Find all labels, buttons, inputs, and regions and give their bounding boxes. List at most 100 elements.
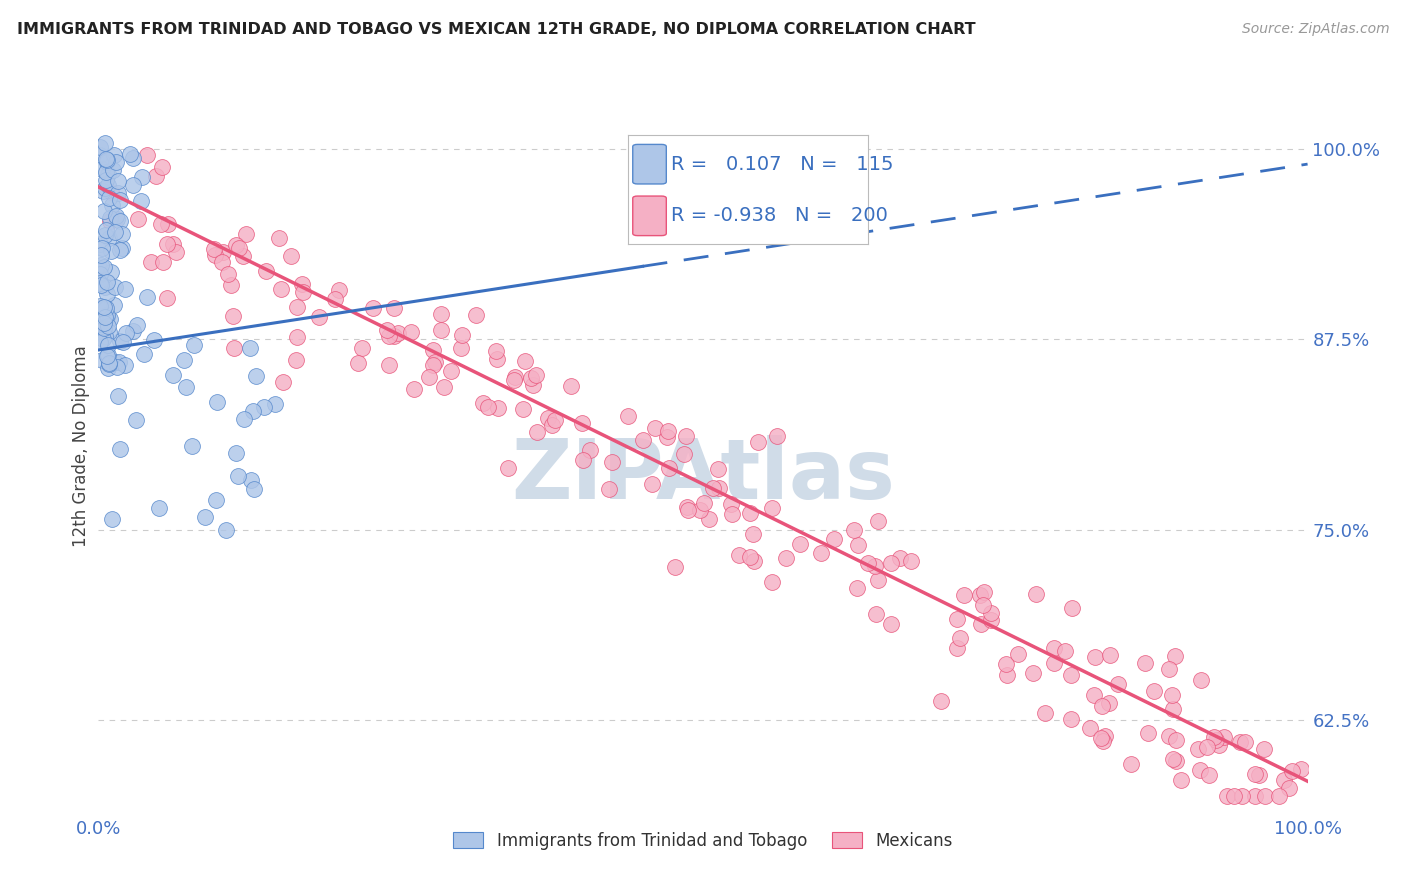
Point (541, 418, 564, 433)
Point (1243, 766, 1265, 780)
Point (846, 581, 869, 595)
Point (97, 167, 120, 181)
Point (103, 148, 125, 162)
Point (430, 323, 453, 337)
Point (291, 277, 314, 292)
Point (131, 169, 153, 184)
Point (970, 617, 993, 632)
Point (202, 242, 225, 256)
Point (94, 328, 117, 343)
Point (973, 585, 995, 599)
Point (1097, 696, 1119, 710)
Point (450, 341, 472, 355)
Point (205, 394, 228, 409)
Point (96, 153, 118, 167)
Point (98, 325, 121, 339)
Point (865, 559, 887, 574)
Point (571, 416, 593, 430)
Point (430, 306, 453, 320)
Point (96, 165, 118, 179)
Point (105, 360, 128, 375)
Point (212, 245, 235, 260)
Point (97, 231, 120, 245)
Point (1208, 739, 1230, 753)
Point (856, 557, 879, 571)
Point (1007, 648, 1029, 662)
Point (122, 178, 145, 193)
Point (1133, 656, 1156, 670)
Point (308, 310, 330, 325)
Point (89, 277, 111, 291)
Point (742, 526, 765, 541)
Point (1083, 689, 1105, 703)
Point (1254, 789, 1277, 804)
Point (91, 332, 114, 346)
Point (96, 155, 118, 169)
Point (89, 147, 111, 161)
Point (1187, 742, 1209, 756)
Point (110, 193, 132, 207)
Point (90, 352, 112, 367)
Point (96, 276, 118, 290)
Point (742, 554, 765, 568)
Point (142, 333, 165, 347)
Point (1078, 722, 1101, 736)
Point (121, 151, 143, 165)
Point (707, 462, 730, 476)
Point (761, 574, 783, 589)
Point (1216, 789, 1239, 804)
Point (399, 325, 422, 339)
Point (673, 447, 696, 461)
Point (93, 227, 115, 242)
Point (578, 443, 600, 458)
Point (270, 282, 292, 296)
Point (107, 389, 129, 403)
Text: ZIPAtlas: ZIPAtlas (510, 434, 896, 516)
Point (631, 433, 654, 447)
Point (1213, 731, 1236, 745)
Point (225, 446, 247, 460)
Point (125, 413, 148, 427)
Point (972, 598, 994, 612)
Point (96, 223, 118, 237)
Point (174, 379, 197, 393)
Point (97, 318, 120, 333)
Point (94, 136, 117, 150)
Point (740, 549, 762, 564)
Point (658, 461, 681, 475)
Point (127, 212, 149, 227)
Point (1107, 677, 1129, 691)
Text: IMMIGRANTS FROM TRINIDAD AND TOBAGO VS MEXICAN 12TH GRADE, NO DIPLOMA CORRELATIO: IMMIGRANTS FROM TRINIDAD AND TOBAGO VS M… (17, 22, 976, 37)
Point (104, 212, 127, 227)
Point (1205, 732, 1227, 747)
Point (89, 324, 111, 338)
Point (823, 532, 845, 546)
Point (156, 236, 179, 251)
Point (93, 300, 115, 314)
Point (641, 477, 664, 491)
Point (156, 217, 179, 231)
Point (94, 280, 117, 294)
Point (285, 300, 308, 314)
Point (655, 430, 678, 444)
Point (524, 368, 547, 382)
Point (243, 482, 266, 496)
Point (350, 341, 373, 355)
Point (720, 497, 742, 511)
Point (239, 474, 262, 488)
Point (775, 551, 797, 566)
Point (180, 439, 202, 453)
Text: Source: ZipAtlas.com: Source: ZipAtlas.com (1241, 22, 1389, 37)
Point (96, 152, 118, 166)
Point (512, 401, 534, 416)
Point (423, 355, 446, 369)
Point (194, 509, 217, 524)
Point (132, 346, 155, 360)
Point (1272, 772, 1295, 787)
Point (91, 324, 114, 338)
Point (537, 410, 560, 425)
Point (1092, 734, 1115, 748)
Point (96, 349, 118, 363)
Point (108, 243, 131, 257)
Point (1157, 662, 1180, 676)
